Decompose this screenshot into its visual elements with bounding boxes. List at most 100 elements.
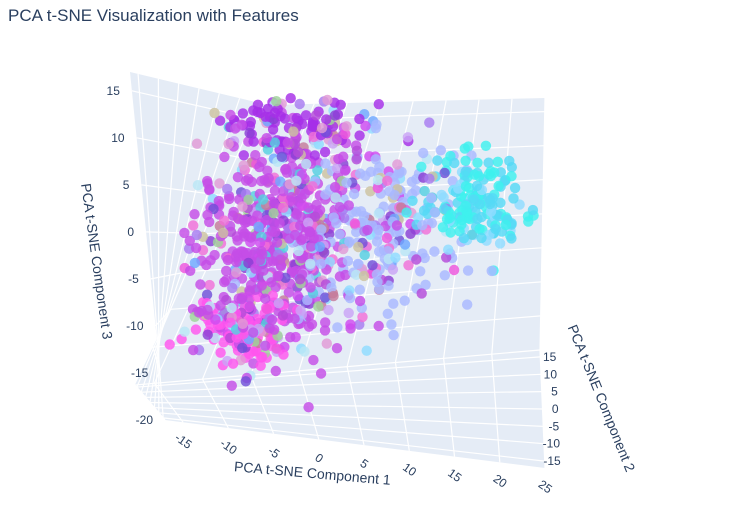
- data-point: [527, 204, 539, 216]
- data-point: [238, 150, 249, 161]
- data-point: [293, 245, 304, 257]
- data-point: [373, 208, 385, 219]
- data-point: [267, 124, 279, 135]
- data-point: [270, 365, 281, 377]
- data-point: [213, 195, 224, 207]
- data-point: [420, 279, 431, 290]
- grid-line-y: [144, 93, 542, 399]
- data-point: [241, 247, 252, 259]
- y-tick-label: -15: [543, 454, 561, 468]
- data-point: [215, 347, 226, 358]
- data-point: [443, 244, 454, 255]
- grid-line-y: [137, 73, 545, 462]
- data-point: [331, 343, 343, 354]
- data-point: [344, 285, 355, 296]
- data-point: [314, 241, 325, 252]
- data-point: [245, 232, 257, 243]
- data-point: [382, 308, 393, 319]
- data-point: [257, 194, 269, 205]
- z-tick-label: 15: [107, 84, 121, 98]
- data-point: [494, 238, 506, 249]
- data-point: [472, 157, 483, 168]
- data-point: [295, 305, 306, 316]
- data-point: [437, 222, 449, 233]
- data-point: [334, 271, 346, 282]
- data-point: [320, 317, 331, 328]
- data-point: [319, 325, 331, 336]
- data-point: [354, 168, 366, 179]
- data-point: [493, 180, 504, 192]
- data-point: [202, 304, 213, 316]
- data-point: [508, 193, 519, 204]
- data-point: [322, 94, 333, 106]
- data-point: [439, 167, 450, 179]
- data-point: [257, 351, 268, 363]
- data-point: [345, 319, 356, 330]
- data-point: [188, 344, 199, 356]
- data-point: [329, 181, 341, 193]
- data-point: [383, 280, 394, 291]
- x-tick-label: 15: [445, 466, 464, 485]
- data-point: [384, 186, 395, 197]
- data-point: [339, 165, 351, 176]
- y-tick-label: 15: [543, 350, 557, 364]
- data-point: [302, 294, 313, 306]
- data-point: [432, 155, 443, 166]
- data-point: [291, 175, 302, 186]
- data-point: [351, 145, 363, 156]
- data-point: [244, 127, 255, 139]
- x-tick-label: 25: [536, 477, 555, 496]
- data-point: [209, 107, 220, 119]
- data-point: [381, 232, 393, 244]
- data-point: [222, 254, 234, 266]
- data-point: [445, 209, 457, 220]
- grid-line-x: [539, 97, 546, 469]
- data-point: [352, 258, 364, 270]
- data-point: [418, 147, 429, 159]
- data-point: [458, 233, 470, 244]
- data-point: [382, 246, 393, 257]
- y-tick-label: -5: [549, 419, 560, 433]
- data-point: [321, 114, 332, 125]
- data-point: [291, 112, 302, 124]
- data-point: [303, 321, 315, 332]
- data-point: [445, 227, 456, 238]
- data-point: [250, 263, 261, 274]
- data-point: [224, 193, 235, 205]
- data-point: [319, 292, 331, 303]
- data-point: [225, 109, 236, 121]
- data-point: [313, 301, 324, 312]
- data-point: [343, 307, 354, 319]
- data-point: [476, 211, 487, 223]
- data-point: [331, 163, 343, 174]
- data-point: [258, 265, 269, 276]
- data-point: [254, 237, 266, 248]
- data-point: [312, 165, 323, 176]
- data-point: [255, 360, 266, 371]
- data-point: [316, 258, 327, 269]
- data-point: [266, 314, 278, 326]
- data-point: [331, 133, 343, 145]
- data-point: [429, 207, 440, 218]
- data-point: [238, 160, 249, 171]
- data-point: [418, 205, 430, 216]
- data-point: [319, 146, 331, 158]
- data-point: [407, 195, 418, 206]
- data-point: [460, 155, 471, 166]
- data-point: [260, 293, 271, 304]
- data-point: [357, 311, 368, 323]
- data-point: [473, 171, 485, 182]
- data-point: [506, 233, 517, 244]
- data-point: [405, 228, 416, 239]
- data-point: [358, 270, 370, 282]
- data-point: [283, 287, 294, 298]
- x-tick-label: 10: [400, 460, 419, 479]
- data-point: [495, 197, 506, 208]
- data-point: [250, 284, 261, 295]
- z-tick-label: -20: [136, 413, 154, 427]
- data-point: [313, 139, 324, 150]
- data-point: [348, 188, 360, 200]
- data-point: [340, 128, 351, 140]
- data-point: [480, 140, 492, 151]
